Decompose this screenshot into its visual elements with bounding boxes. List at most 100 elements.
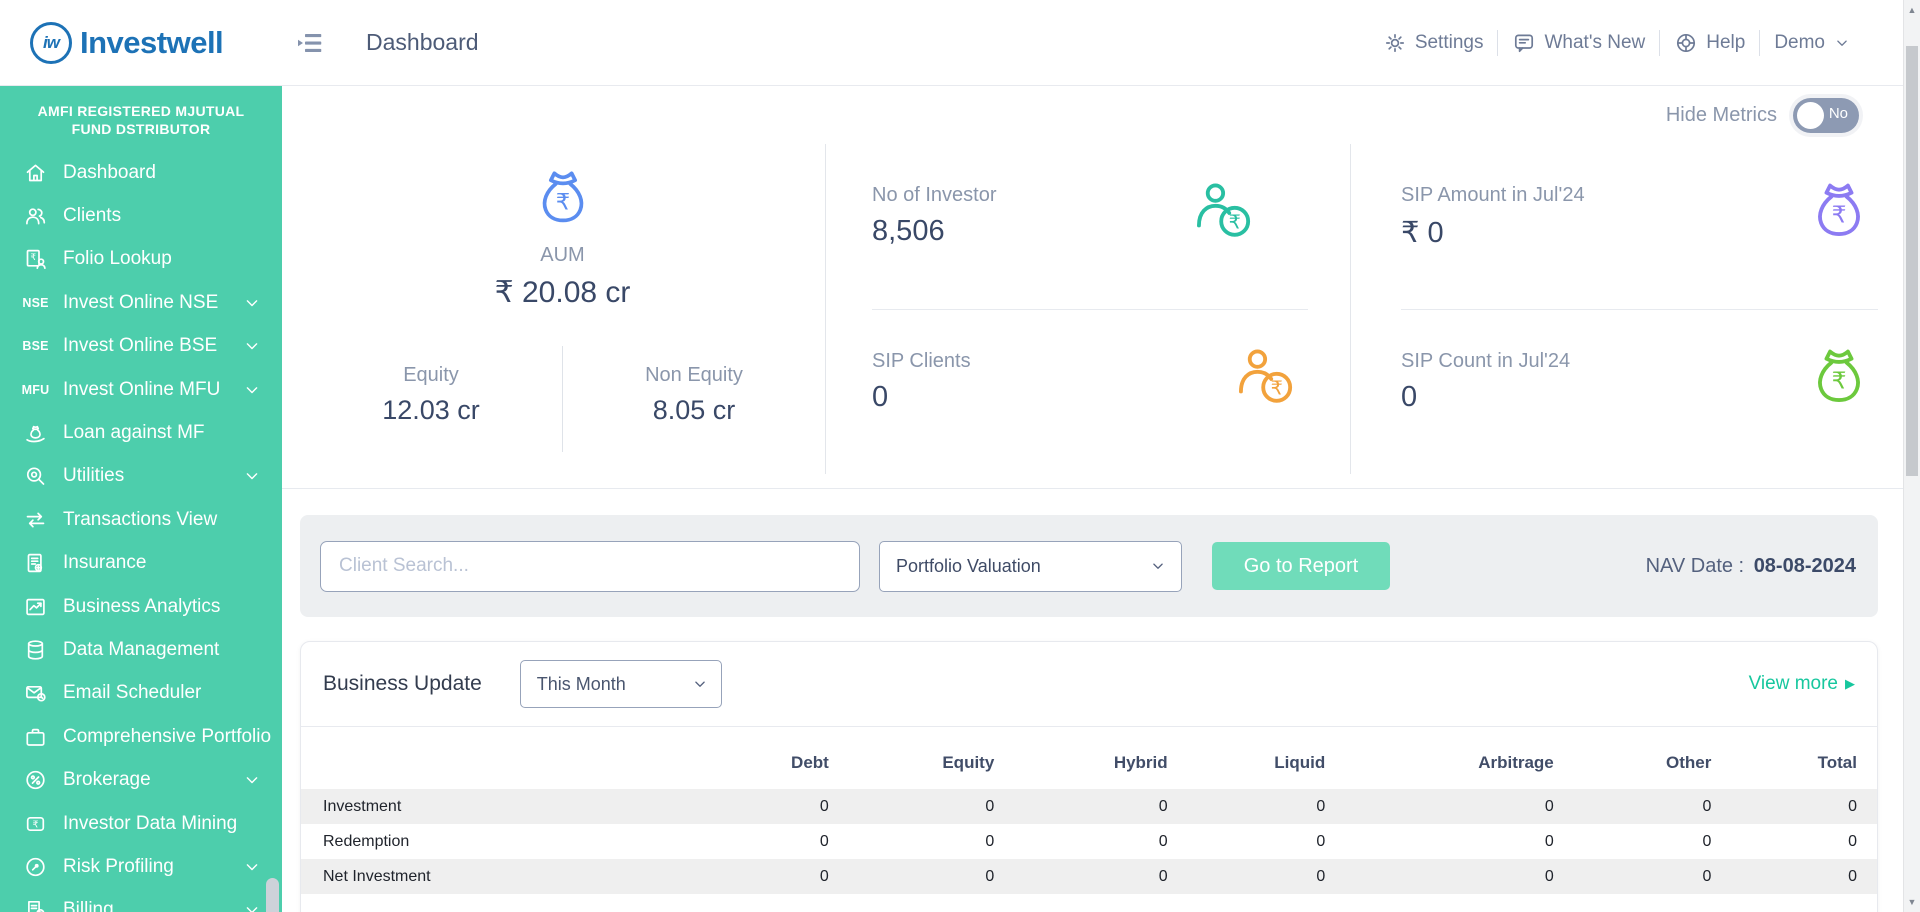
chevron-down-icon	[242, 380, 262, 400]
period-select[interactable]: This Month	[519, 660, 722, 708]
sidebar-item-brokerage[interactable]: Brokerage	[0, 758, 282, 801]
sidebar-item-label: Transactions View	[63, 508, 218, 530]
sidebar-item-loan-against-mf[interactable]: Loan against MF	[0, 411, 282, 454]
view-more-link[interactable]: View more ▶	[1749, 673, 1855, 695]
sip-count-label: SIP Count in Jul'24	[1401, 349, 1571, 372]
money-bag-icon: ₹	[531, 166, 595, 230]
page-scrollbar-thumb[interactable]	[1906, 46, 1918, 476]
sidebar-item-comprehensive-portfolio[interactable]: Comprehensive Portfolio	[0, 715, 282, 758]
amfi-banner: AMFI REGISTERED MJUTUAL FUND DSTRIBUTOR	[37, 103, 245, 137]
view-more-label: View more	[1748, 673, 1838, 694]
chevron-down-icon	[1833, 34, 1851, 52]
cell-value: 0	[985, 832, 995, 850]
period-select-value: This Month	[536, 673, 626, 694]
sidebar-item-label: Invest Online BSE	[63, 335, 218, 357]
metrics-section: ₹ AUM ₹ 20.08 cr Equity 12.03 cr Non Equ…	[300, 144, 1878, 474]
sidebar: AMFI REGISTERED MJUTUAL FUND DSTRIBUTOR …	[0, 86, 282, 912]
sidebar-item-email-scheduler[interactable]: Email Scheduler	[0, 672, 282, 715]
scroll-up-icon[interactable]: ▲	[1907, 5, 1917, 15]
page-scrollbar[interactable]: ▲ ▼	[1903, 0, 1920, 912]
sidebar-item-business-analytics[interactable]: Business Analytics	[0, 585, 282, 628]
chat-icon	[1512, 31, 1536, 55]
sip-clients-label: SIP Clients	[872, 349, 971, 372]
sidebar-item-label: Business Analytics	[63, 595, 221, 617]
sidebar-item-insurance[interactable]: Insurance	[0, 542, 282, 585]
gear-icon	[1383, 31, 1407, 55]
home-icon	[22, 161, 49, 185]
transactions-icon	[22, 508, 49, 532]
divider	[1497, 29, 1499, 56]
sidebar-item-label: Data Management	[63, 638, 220, 660]
sidebar-item-label: Billing	[63, 899, 114, 912]
sidebar-item-investor-data-mining[interactable]: ₹ Investor Data Mining	[0, 802, 282, 845]
sip-amount-label: SIP Amount in Jul'24	[1401, 184, 1585, 206]
database-icon	[22, 638, 49, 662]
sip-amount-card: SIP Amount in Jul'24 ₹ 0 ₹	[1401, 144, 1878, 310]
non-equity-stat: Non Equity 8.05 cr	[562, 346, 825, 452]
scroll-down-icon[interactable]: ▼	[1907, 897, 1917, 907]
report-type-select[interactable]: Portfolio Valuation	[879, 540, 1182, 592]
sidebar-item-label: Invest Online MFU	[63, 378, 221, 400]
sidebar-item-dashboard[interactable]: Dashboard	[0, 151, 282, 194]
sidebar-item-label: Invest Online NSE	[63, 291, 219, 313]
settings-label: Settings	[1414, 31, 1484, 53]
settings-button[interactable]: Settings	[1383, 31, 1484, 55]
whats-new-button[interactable]: What's New	[1512, 31, 1645, 55]
nav-date-value: 08-08-2024	[1753, 554, 1856, 577]
business-update-table: Debt Equity Hybrid Liquid Arbitrage Other Tota…	[301, 727, 1877, 894]
sidebar-item-utilities[interactable]: Utilities	[0, 455, 282, 498]
chevron-down-icon	[242, 336, 262, 356]
sidebar-item-invest-online-nse[interactable]: NSE Invest Online NSE	[0, 281, 282, 324]
sidebar-item-label: Dashboard	[63, 161, 156, 183]
sidebar-item-label: Risk Profiling	[63, 855, 174, 877]
table-row: Investment 0 0 0 0 0 0 0	[301, 789, 1877, 824]
column-header-other: Other	[1666, 753, 1712, 772]
sidebar-item-invest-online-mfu[interactable]: MFU Invest Online MFU	[0, 368, 282, 411]
cell-value: 0	[1702, 797, 1712, 815]
sidebar-item-folio-lookup[interactable]: ₹ Folio Lookup	[0, 238, 282, 281]
sip-column: SIP Amount in Jul'24 ₹ 0 ₹ SIP Count in …	[1350, 144, 1878, 474]
divider	[1759, 29, 1761, 56]
nav-date-label: NAV Date :	[1645, 554, 1745, 577]
gauge-icon	[22, 855, 49, 879]
cell-value: 0	[1702, 867, 1712, 885]
sidebar-item-billing[interactable]: ₹ Billing	[0, 889, 282, 912]
cell-value: 0	[1316, 832, 1326, 850]
help-button[interactable]: Help	[1674, 31, 1745, 55]
go-to-report-button[interactable]: Go to Report	[1212, 542, 1390, 590]
column-header-arbitrage: Arbitrage	[1478, 753, 1554, 772]
billing-icon: ₹	[22, 898, 49, 912]
equity-stat: Equity 12.03 cr	[300, 346, 562, 452]
svg-text:₹: ₹	[1229, 211, 1241, 234]
sip-clients-card: SIP Clients 0 ₹	[872, 310, 1350, 475]
sidebar-item-risk-profiling[interactable]: Risk Profiling	[0, 845, 282, 888]
sidebar-item-invest-online-bse[interactable]: BSE Invest Online BSE	[0, 325, 282, 368]
svg-text:₹: ₹	[32, 819, 38, 830]
sidebar-item-clients[interactable]: Clients	[0, 194, 282, 237]
client-search-input[interactable]	[320, 540, 860, 592]
hide-metrics-toggle[interactable]: No	[1793, 97, 1859, 133]
chevron-down-icon	[242, 466, 262, 486]
report-search-panel: Portfolio Valuation Go to Report NAV Dat…	[300, 515, 1878, 617]
chevron-down-icon	[242, 293, 262, 313]
app-logo[interactable]: iw Investwell	[0, 21, 282, 64]
logo-text: Investwell	[80, 24, 224, 60]
column-header-liquid: Liquid	[1274, 753, 1326, 772]
account-menu[interactable]: Demo	[1774, 32, 1851, 54]
folio-lookup-icon: ₹	[22, 247, 49, 271]
svg-text:₹: ₹	[30, 254, 36, 264]
sidebar-item-transactions-view[interactable]: Transactions View	[0, 498, 282, 541]
no-of-investor-value: 8,506	[872, 215, 945, 247]
svg-text:₹: ₹	[1832, 366, 1847, 394]
sidebar-scrollbar-thumb[interactable]	[266, 878, 279, 912]
bse-icon: BSE	[22, 339, 49, 354]
email-icon	[22, 681, 49, 705]
sidebar-item-data-management[interactable]: Data Management	[0, 628, 282, 671]
no-of-investor-card: No of Investor 8,506 ₹	[872, 144, 1308, 310]
column-header-equity: Equity	[942, 753, 995, 772]
table-header-row: Debt Equity Hybrid Liquid Arbitrage Other Tota…	[301, 727, 1877, 789]
collapse-menu-icon[interactable]	[296, 28, 326, 58]
chevron-down-icon	[242, 900, 262, 912]
cell-value: 0	[985, 867, 995, 885]
aum-card: ₹ AUM ₹ 20.08 cr Equity 12.03 cr Non Equ…	[300, 144, 825, 474]
